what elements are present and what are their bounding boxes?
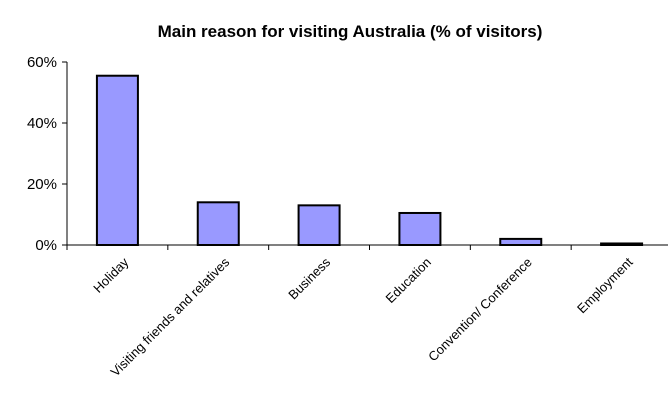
bar (600, 242, 644, 247)
x-tick-label: Education (383, 255, 434, 306)
bar (499, 237, 543, 246)
chart-title: Main reason for visiting Australia (% of… (158, 22, 543, 41)
bar (196, 201, 240, 247)
y-tick-label: 40% (27, 115, 57, 132)
y-tick-label: 20% (27, 176, 57, 193)
bar (297, 204, 341, 247)
x-tick-label: Holiday (90, 254, 132, 296)
x-tick-label: Visiting friends and relatives (107, 254, 232, 379)
y-ticks: 0% 20% 40% 60% (27, 54, 67, 254)
x-tick-label: Business (285, 254, 333, 302)
x-tick-label: Convention/ Conference (425, 255, 535, 365)
bars (95, 74, 644, 247)
y-tick-label: 60% (27, 54, 57, 71)
bar (398, 211, 442, 247)
bar (95, 74, 139, 246)
axes (66, 62, 668, 250)
x-tick-label: Employment (574, 254, 636, 316)
y-tick-label: 0% (35, 237, 57, 254)
